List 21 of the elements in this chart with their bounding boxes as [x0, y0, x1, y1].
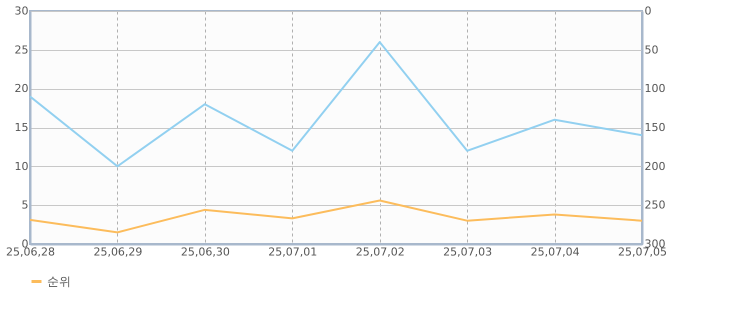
y-tick-label: 10: [14, 160, 28, 173]
y-tick-label: 5: [22, 198, 28, 212]
y-tick-label: 30: [14, 4, 28, 18]
x-tick-label: 25,06,30: [180, 246, 230, 258]
x-tick-label: 25,06,29: [93, 246, 142, 258]
y2-tick-label: 50: [644, 43, 658, 56]
y2-tick-label: 0: [644, 4, 652, 18]
x-tick-label: 25,07,03: [443, 246, 492, 258]
y2-tick-label: 250: [644, 198, 666, 212]
x-tick-label: 25,07,04: [530, 246, 580, 258]
x-tick-label: 25,07,01: [268, 246, 318, 258]
y-tick-label: 15: [14, 121, 28, 134]
y-tick-label: 20: [14, 82, 28, 96]
legend-label: 순위: [47, 274, 71, 288]
y2-tick-label: 150: [644, 121, 666, 134]
y2-tick-label: 100: [644, 82, 666, 96]
line-series: [29, 200, 643, 234]
x-tick-label: 25,07,02: [356, 246, 405, 258]
y-tick-label: 25: [14, 43, 28, 56]
line-series: [29, 41, 643, 168]
y2-tick-label: 200: [644, 160, 666, 173]
